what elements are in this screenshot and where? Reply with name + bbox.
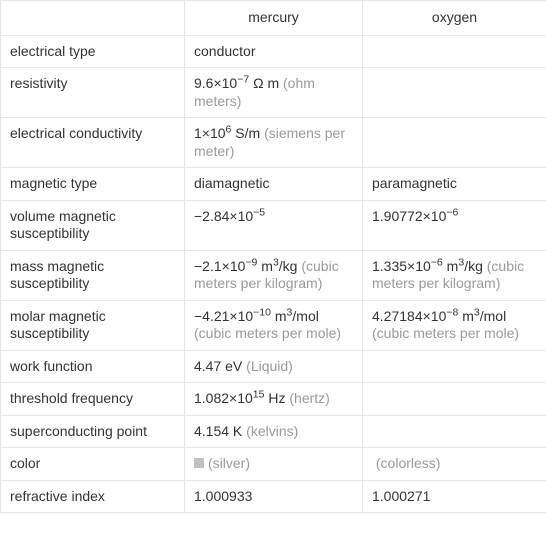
mercury-value: −2.1×10−9 m3/kg (cubic meters per kilogr… (185, 250, 363, 300)
mercury-value: (silver) (185, 448, 363, 481)
mercury-value: 4.154 K (kelvins) (185, 415, 363, 448)
oxygen-value: 1.90772×10−6 (363, 200, 546, 250)
mercury-value: diamagnetic (185, 168, 363, 201)
table-row: superconducting point4.154 K (kelvins) (1, 415, 546, 448)
row-label: refractive index (1, 480, 185, 513)
row-label: electrical type (1, 35, 185, 68)
table-row: volume magnetic susceptibility−2.84×10−5… (1, 200, 546, 250)
properties-table: mercury oxygen electrical typeconductorr… (0, 0, 546, 513)
row-label: superconducting point (1, 415, 185, 448)
oxygen-value (363, 383, 546, 416)
row-label: volume magnetic susceptibility (1, 200, 185, 250)
table-row: electrical conductivity1×106 S/m (siemen… (1, 118, 546, 168)
oxygen-value: 1.000271 (363, 480, 546, 513)
mercury-value: −2.84×10−5 (185, 200, 363, 250)
table-row: refractive index1.0009331.000271 (1, 480, 546, 513)
header-oxygen: oxygen (363, 1, 546, 36)
header-mercury: mercury (185, 1, 363, 36)
table-body: electrical typeconductorresistivity9.6×1… (1, 35, 546, 513)
header-row: mercury oxygen (1, 1, 546, 36)
row-label: work function (1, 350, 185, 383)
row-label: threshold frequency (1, 383, 185, 416)
oxygen-value (363, 35, 546, 68)
oxygen-value: (colorless) (363, 448, 546, 481)
oxygen-value (363, 415, 546, 448)
table-row: color(silver) (colorless) (1, 448, 546, 481)
oxygen-value (363, 68, 546, 118)
oxygen-value: 1.335×10−6 m3/kg (cubic meters per kilog… (363, 250, 546, 300)
oxygen-value (363, 118, 546, 168)
oxygen-value (363, 350, 546, 383)
mercury-value: −4.21×10−10 m3/mol (cubic meters per mol… (185, 300, 363, 350)
mercury-value: 9.6×10−7 Ω m (ohm meters) (185, 68, 363, 118)
table-row: electrical typeconductor (1, 35, 546, 68)
mercury-value: 4.47 eV (Liquid) (185, 350, 363, 383)
row-label: electrical conductivity (1, 118, 185, 168)
table-row: resistivity9.6×10−7 Ω m (ohm meters) (1, 68, 546, 118)
mercury-value: 1.082×1015 Hz (hertz) (185, 383, 363, 416)
table-row: mass magnetic susceptibility−2.1×10−9 m3… (1, 250, 546, 300)
row-label: resistivity (1, 68, 185, 118)
row-label: mass magnetic susceptibility (1, 250, 185, 300)
oxygen-value: 4.27184×10−8 m3/mol (cubic meters per mo… (363, 300, 546, 350)
header-blank (1, 1, 185, 36)
row-label: magnetic type (1, 168, 185, 201)
table-row: molar magnetic susceptibility−4.21×10−10… (1, 300, 546, 350)
table-row: threshold frequency1.082×1015 Hz (hertz) (1, 383, 546, 416)
oxygen-value: paramagnetic (363, 168, 546, 201)
table-row: work function4.47 eV (Liquid) (1, 350, 546, 383)
row-label: molar magnetic susceptibility (1, 300, 185, 350)
mercury-value: 1.000933 (185, 480, 363, 513)
table-row: magnetic typediamagneticparamagnetic (1, 168, 546, 201)
mercury-value: 1×106 S/m (siemens per meter) (185, 118, 363, 168)
row-label: color (1, 448, 185, 481)
mercury-value: conductor (185, 35, 363, 68)
